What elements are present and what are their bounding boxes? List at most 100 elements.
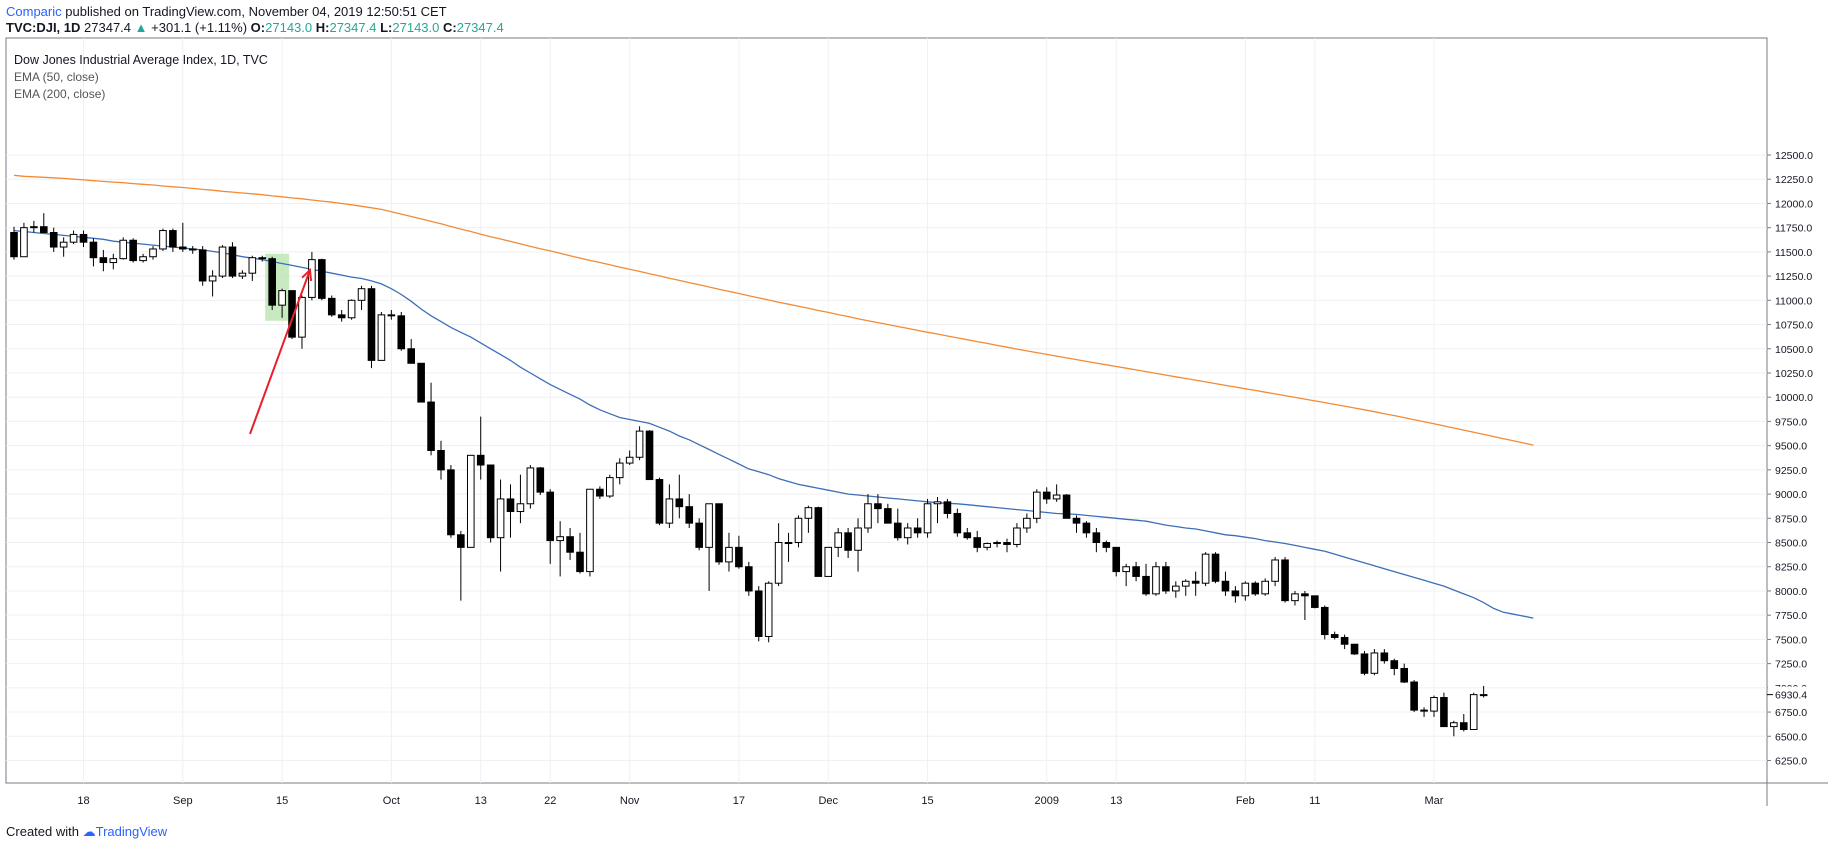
candle-body xyxy=(258,257,267,260)
x-tick-label: Nov xyxy=(620,795,640,807)
candle xyxy=(1142,563,1150,596)
candle-body xyxy=(884,508,892,524)
candle xyxy=(963,527,972,540)
candle xyxy=(1072,515,1081,533)
close-label: C: xyxy=(443,20,457,35)
publisher-link[interactable]: Comparic xyxy=(6,4,62,19)
candle-body xyxy=(198,249,207,282)
tradingview-link[interactable]: TradingView xyxy=(95,824,168,839)
candle-body xyxy=(774,542,783,584)
candle-body xyxy=(278,290,286,306)
high-label: H: xyxy=(315,20,330,35)
candle xyxy=(596,486,604,499)
candle-body xyxy=(1251,582,1260,595)
legend-ema200[interactable]: EMA (200, close) xyxy=(14,87,106,101)
low-label: L: xyxy=(380,20,393,35)
last-price-marker: 6930.4 xyxy=(1767,686,1828,703)
candle xyxy=(1052,484,1061,502)
candle-body xyxy=(1320,606,1329,636)
candle xyxy=(1380,649,1389,664)
candle-body xyxy=(1410,681,1418,711)
legend-title: Dow Jones Industrial Average Index, 1D, … xyxy=(14,53,268,67)
candle-body xyxy=(1430,697,1438,712)
candle-body xyxy=(10,232,18,258)
candle xyxy=(397,311,406,351)
legend: Dow Jones Industrial Average Index, 1D, … xyxy=(14,52,268,103)
candle xyxy=(745,561,753,596)
candle-body xyxy=(466,454,475,548)
candle-body xyxy=(437,449,445,471)
candle-body xyxy=(1261,580,1269,595)
close-value: 27347.4 xyxy=(456,20,504,35)
candle xyxy=(1420,707,1428,717)
candle-body xyxy=(715,503,723,563)
candle xyxy=(854,518,862,572)
candle-body xyxy=(1082,522,1091,534)
candle-body xyxy=(208,275,217,282)
candle-body xyxy=(993,542,1001,545)
candle xyxy=(576,532,584,574)
candle-body xyxy=(1350,643,1359,655)
candle-body xyxy=(1052,494,1061,500)
candle-body xyxy=(1221,580,1230,592)
candle-body xyxy=(1092,532,1101,544)
candle-body xyxy=(397,315,406,350)
candle-body xyxy=(1450,722,1458,728)
y-tick-label: 8250.0 xyxy=(1775,562,1807,574)
candle xyxy=(457,530,465,601)
candle xyxy=(735,535,743,569)
candle-body xyxy=(39,226,48,234)
candle xyxy=(586,488,594,577)
candle xyxy=(1430,695,1438,717)
candle xyxy=(1440,692,1448,728)
y-tick-label: 7500.0 xyxy=(1775,634,1807,646)
candle xyxy=(1291,590,1299,606)
last-price-box xyxy=(1768,686,1828,703)
x-tick-label: Feb xyxy=(1236,795,1255,807)
candle-body xyxy=(586,488,594,573)
candle xyxy=(556,521,564,577)
candle xyxy=(675,474,684,519)
candle xyxy=(1320,605,1329,640)
legend-ema50[interactable]: EMA (50, close) xyxy=(14,70,99,84)
candle xyxy=(298,295,306,349)
tradingview-logo-icon[interactable]: ☁ xyxy=(82,824,96,839)
candle xyxy=(993,540,1001,548)
candle-body xyxy=(735,546,743,568)
candle-body xyxy=(1340,636,1349,645)
x-tick-label: Sep xyxy=(173,795,193,807)
arrow-head[interactable] xyxy=(301,267,313,282)
y-tick-label: 10000.0 xyxy=(1775,392,1813,404)
y-tick-label: 12250.0 xyxy=(1775,174,1813,186)
high-value: 27347.4 xyxy=(329,20,377,35)
candle xyxy=(476,416,485,480)
candle xyxy=(79,230,88,248)
candle-body xyxy=(1271,559,1279,582)
candle-body xyxy=(1003,542,1011,545)
candle-body xyxy=(357,288,366,301)
y-tick-label: 10250.0 xyxy=(1775,368,1813,380)
y-tick-label: 12500.0 xyxy=(1775,150,1813,162)
candle xyxy=(10,226,18,260)
candle xyxy=(933,496,942,524)
candle xyxy=(149,246,157,260)
candle-body xyxy=(943,501,952,514)
candle-body xyxy=(606,477,614,497)
y-tick-label: 10750.0 xyxy=(1775,320,1813,332)
candle xyxy=(417,362,425,403)
candle-body xyxy=(1420,709,1428,712)
x-tick-label: Dec xyxy=(818,795,838,807)
candle-body xyxy=(486,464,495,539)
x-tick-label: 22 xyxy=(544,795,556,807)
candle xyxy=(318,258,326,301)
candle xyxy=(923,498,932,538)
candle xyxy=(943,498,952,519)
y-tick-label: 8500.0 xyxy=(1775,538,1807,550)
candle xyxy=(546,489,555,564)
annotation-arrow[interactable] xyxy=(249,267,313,435)
arrow-shaft[interactable] xyxy=(249,269,311,435)
candle xyxy=(49,227,58,252)
candle-body xyxy=(387,314,396,317)
